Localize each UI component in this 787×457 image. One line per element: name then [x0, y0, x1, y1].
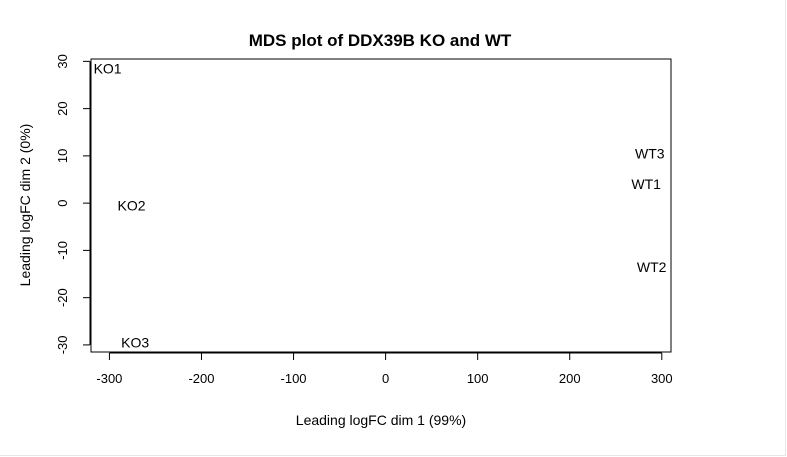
plot-area: [90, 58, 672, 353]
x-tick-label: 0: [382, 371, 389, 386]
point-label-wt2: WT2: [637, 259, 667, 275]
x-axis-label: Leading logFC dim 1 (99%): [296, 412, 466, 428]
y-tick-label: -20: [55, 288, 70, 307]
y-tick-label: 10: [55, 149, 70, 163]
x-tick-label: -200: [188, 371, 214, 386]
point-label-wt1: WT1: [631, 176, 661, 192]
y-tick-label: 20: [55, 101, 70, 115]
data-points: KO1 KO2 KO3 WT1 WT2 WT3: [94, 60, 667, 350]
y-axis: -30 -20 -10 0 10 20 30: [55, 54, 91, 355]
y-axis-label: Leading logFC dim 2 (0%): [17, 124, 33, 287]
y-tick-label: 30: [55, 54, 70, 68]
x-tick-label: 300: [651, 371, 673, 386]
y-tick-label: -30: [55, 336, 70, 355]
x-tick-label: -100: [281, 371, 307, 386]
chart-title: MDS plot of DDX39B KO and WT: [249, 31, 512, 50]
y-tick-label: 0: [55, 200, 70, 207]
point-label-wt3: WT3: [635, 146, 665, 162]
x-axis: -300 -200 -100 0 100 200 300: [96, 352, 673, 386]
x-tick-label: 100: [467, 371, 489, 386]
point-label-ko1: KO1: [94, 60, 122, 76]
y-tick-label: -10: [55, 241, 70, 260]
x-tick-label: -300: [96, 371, 122, 386]
point-label-ko3: KO3: [121, 335, 149, 351]
x-tick-label: 200: [559, 371, 581, 386]
point-label-ko2: KO2: [118, 198, 146, 214]
